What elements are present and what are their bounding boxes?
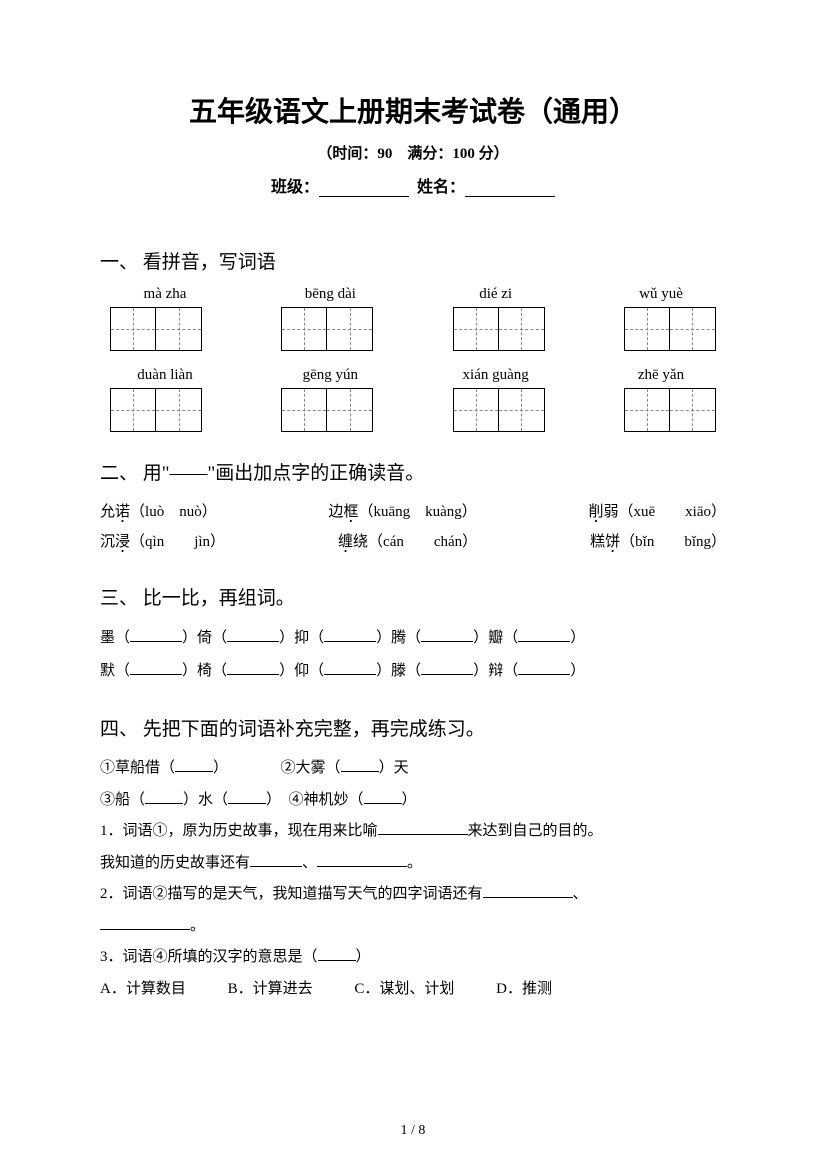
writing-box[interactable]: [624, 307, 716, 351]
pinyin-label: bēng dài: [275, 286, 385, 303]
page-footer: 1 / 8: [0, 1123, 826, 1139]
class-blank[interactable]: [319, 181, 409, 197]
q4-l4: 我知道的历史故事还有、。: [100, 848, 726, 880]
pinyin-label: xián guàng: [441, 367, 551, 384]
option-d[interactable]: D．推测: [496, 974, 552, 1004]
pinyin-label: duàn liàn: [110, 367, 220, 384]
pinyin-label: gēng yún: [275, 367, 385, 384]
q3-line-1: 墨（）倚（）抑（）腾（）瓣（）: [100, 622, 726, 655]
q4-options: A．计算数目 B．计算进去 C．谋划、计划 D．推测: [100, 974, 726, 1004]
section1-title: 一、 看拼音，写词语: [100, 247, 726, 274]
pinyin-label: dié zi: [441, 286, 551, 303]
box-row-2: [100, 388, 726, 432]
q2-line-1: 允诺（luò nuò） 边框（kuāng kuàng） 削弱（xuē xiāo）: [100, 497, 726, 527]
option-b[interactable]: B．计算进去: [228, 974, 313, 1004]
pinyin-label: zhē yǎn: [606, 367, 716, 384]
writing-box[interactable]: [281, 388, 373, 432]
section3-title: 三、 比一比，再组词。: [100, 583, 726, 610]
q4-l5: 2．词语②描写的是天气，我知道描写天气的四字词语还有、: [100, 879, 726, 911]
q2-line-2: 沉浸（qìn jìn） 缠绕（cán chán） 糕饼（bǐn bǐng）: [100, 527, 726, 557]
writing-box[interactable]: [453, 307, 545, 351]
page-subtitle: （时间：90 满分：100 分）: [100, 142, 726, 163]
writing-box[interactable]: [110, 388, 202, 432]
writing-box[interactable]: [110, 307, 202, 351]
section2-title: 二、 用"——"画出加点字的正确读音。: [100, 458, 726, 485]
writing-box[interactable]: [624, 388, 716, 432]
option-c[interactable]: C．谋划、计划: [354, 974, 454, 1004]
pinyin-row-2: duàn liàn gēng yún xián guàng zhē yǎn: [100, 367, 726, 384]
student-info: 班级： 姓名：: [100, 173, 726, 197]
q3-line-2: 默（）椅（）仰（）滕（）辩（）: [100, 655, 726, 688]
name-blank[interactable]: [465, 181, 555, 197]
page-title: 五年级语文上册期末考试卷（通用）: [100, 90, 726, 130]
writing-box[interactable]: [453, 388, 545, 432]
name-label: 姓名：: [417, 179, 465, 196]
pinyin-row-1: mà zha bēng dài dié zi wǔ yuè: [100, 286, 726, 303]
q4-l2: ③船（）水（） ④神机妙（）: [100, 785, 726, 817]
class-label: 班级：: [271, 179, 319, 196]
q4-l6: 。: [100, 911, 726, 943]
section4-title: 四、 先把下面的词语补充完整，再完成练习。: [100, 714, 726, 741]
box-row-1: [100, 307, 726, 351]
q4-l3: 1．词语①，原为历史故事，现在用来比喻来达到自己的目的。: [100, 816, 726, 848]
pinyin-label: wǔ yuè: [606, 286, 716, 303]
option-a[interactable]: A．计算数目: [100, 974, 186, 1004]
q4-l1: ①草船借（） ②大雾（）天: [100, 753, 726, 785]
writing-box[interactable]: [281, 307, 373, 351]
pinyin-label: mà zha: [110, 286, 220, 303]
q4-l7: 3．词语④所填的汉字的意思是（）: [100, 942, 726, 974]
